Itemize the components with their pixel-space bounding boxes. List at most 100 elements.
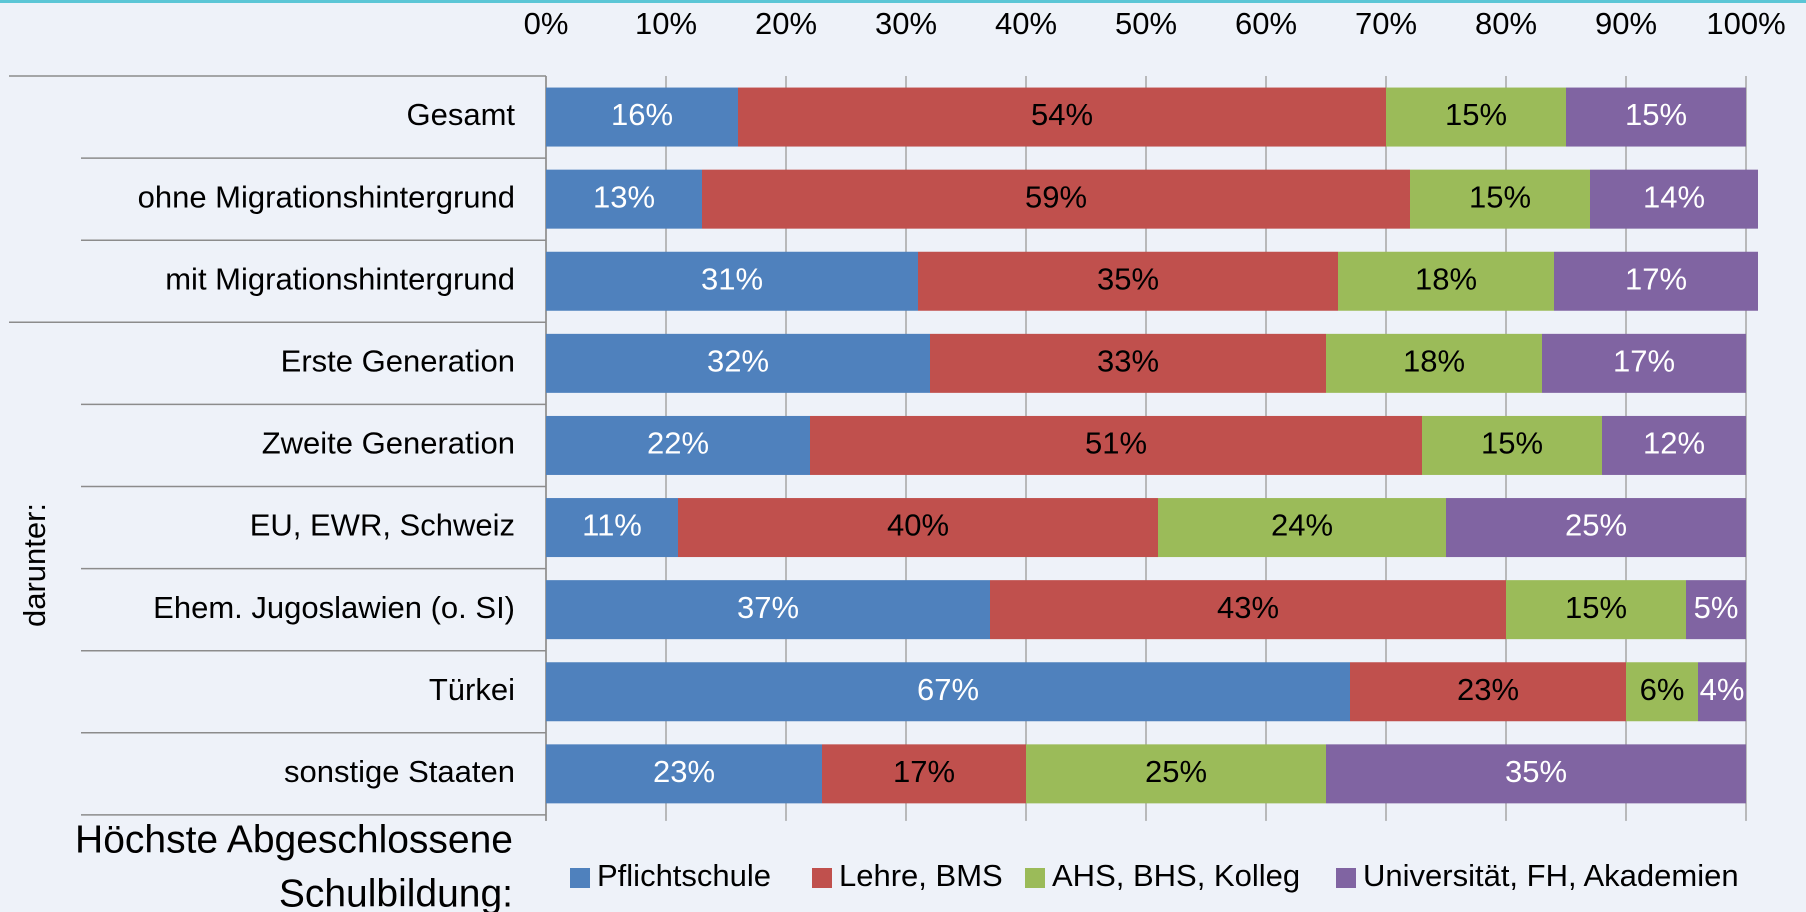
data-label: 22%	[647, 426, 709, 461]
legend-swatch	[570, 868, 590, 888]
y-tick-label: Erste Generation	[281, 344, 515, 379]
data-label: 35%	[1097, 261, 1159, 296]
legend-label: Universität, FH, Akademien	[1363, 858, 1739, 893]
data-label: 11%	[582, 508, 642, 543]
bar-segment	[990, 580, 1506, 640]
legend-label: Pflichtschule	[597, 858, 771, 893]
y-tick-label: Gesamt	[406, 97, 515, 132]
legend-title: Schulbildung:	[279, 872, 513, 912]
legend-swatch	[812, 868, 832, 888]
bar-segment	[546, 744, 822, 804]
x-tick-label: 100%	[1706, 6, 1785, 41]
x-tick-label: 20%	[755, 6, 817, 41]
data-label: 5%	[1694, 590, 1739, 625]
data-label: 23%	[1457, 672, 1519, 707]
data-label: 51%	[1085, 426, 1147, 461]
data-label: 4%	[1700, 672, 1745, 707]
bar-segment	[546, 333, 930, 393]
x-tick-label: 80%	[1475, 6, 1537, 41]
x-tick-label: 70%	[1355, 6, 1417, 41]
data-label: 6%	[1640, 672, 1685, 707]
data-label: 15%	[1625, 97, 1687, 132]
y-tick-label: Ehem. Jugoslawien (o. SI)	[153, 590, 515, 625]
legend-swatch	[1336, 868, 1356, 888]
data-label: 54%	[1031, 97, 1093, 132]
data-label: 15%	[1481, 426, 1543, 461]
bar-segment	[1686, 580, 1746, 640]
bar-segment	[1506, 580, 1686, 640]
bar-segment	[918, 251, 1338, 311]
data-label: 12%	[1643, 426, 1705, 461]
bar-segment	[1590, 169, 1758, 229]
data-label: 15%	[1445, 97, 1507, 132]
bar-segment	[1566, 87, 1746, 147]
bar-segment	[822, 744, 1026, 804]
y-tick-label: ohne Migrationshintergrund	[138, 179, 515, 214]
data-label: 67%	[917, 672, 979, 707]
legend-label: AHS, BHS, Kolleg	[1052, 858, 1300, 893]
bar-segment	[546, 662, 1350, 722]
bar-segment	[738, 87, 1386, 147]
y-tick-label: Türkei	[429, 672, 515, 707]
data-label: 17%	[1625, 261, 1687, 296]
bar-segment	[546, 415, 810, 475]
bar-segment	[546, 251, 918, 311]
data-label: 15%	[1565, 590, 1627, 625]
data-label: 25%	[1565, 508, 1627, 543]
data-label: 40%	[887, 508, 949, 543]
x-tick-label: 30%	[875, 6, 937, 41]
data-label: 18%	[1415, 261, 1477, 296]
data-label: 25%	[1145, 754, 1207, 789]
bar-segment	[1350, 662, 1626, 722]
bar-segment	[1326, 333, 1542, 393]
x-tick-label: 10%	[635, 6, 697, 41]
x-tick-label: 60%	[1235, 6, 1297, 41]
data-label: 32%	[707, 344, 769, 379]
bar-segment	[546, 87, 738, 147]
y-tick-label: EU, EWR, Schweiz	[250, 508, 515, 543]
top-border	[0, 0, 1806, 3]
bar-segment	[1422, 415, 1602, 475]
y-tick-label: sonstige Staaten	[284, 754, 515, 789]
y-tick-label: mit Migrationshintergrund	[165, 261, 515, 296]
data-label: 43%	[1217, 590, 1279, 625]
bar-segment	[546, 169, 702, 229]
bar-segment	[1626, 662, 1698, 722]
bar-segment	[678, 498, 1158, 558]
bar-segment	[930, 333, 1326, 393]
bar-segment	[702, 169, 1410, 229]
data-label: 59%	[1025, 179, 1087, 214]
bar-segment	[810, 415, 1422, 475]
data-label: 18%	[1403, 344, 1465, 379]
bar-segment	[1602, 415, 1746, 475]
bar-segment	[1554, 251, 1758, 311]
bar-segment	[1542, 333, 1746, 393]
legend-swatch	[1025, 868, 1045, 888]
x-tick-label: 50%	[1115, 6, 1177, 41]
bar-segment	[1410, 169, 1590, 229]
bar-segment	[1698, 662, 1746, 722]
bar-segment	[546, 498, 678, 558]
bar-segment	[546, 580, 990, 640]
data-label: 37%	[737, 590, 799, 625]
x-tick-label: 0%	[524, 6, 569, 41]
bar-segment	[1446, 498, 1746, 558]
x-tick-label: 40%	[995, 6, 1057, 41]
legend-label: Lehre, BMS	[839, 858, 1003, 893]
data-label: 17%	[893, 754, 955, 789]
data-label: 33%	[1097, 344, 1159, 379]
x-tick-label: 90%	[1595, 6, 1657, 41]
data-label: 13%	[593, 179, 655, 214]
data-label: 24%	[1271, 508, 1333, 543]
data-label: 16%	[611, 97, 673, 132]
bar-segment	[1026, 744, 1326, 804]
bar-segment	[1326, 744, 1746, 804]
bar-segment	[1386, 87, 1566, 147]
data-label: 14%	[1643, 179, 1705, 214]
bar-segment	[1158, 498, 1446, 558]
bar-segment	[1338, 251, 1554, 311]
y-tick-label: Zweite Generation	[262, 426, 515, 461]
data-label: 35%	[1505, 754, 1567, 789]
group-label: darunter:	[17, 503, 52, 627]
